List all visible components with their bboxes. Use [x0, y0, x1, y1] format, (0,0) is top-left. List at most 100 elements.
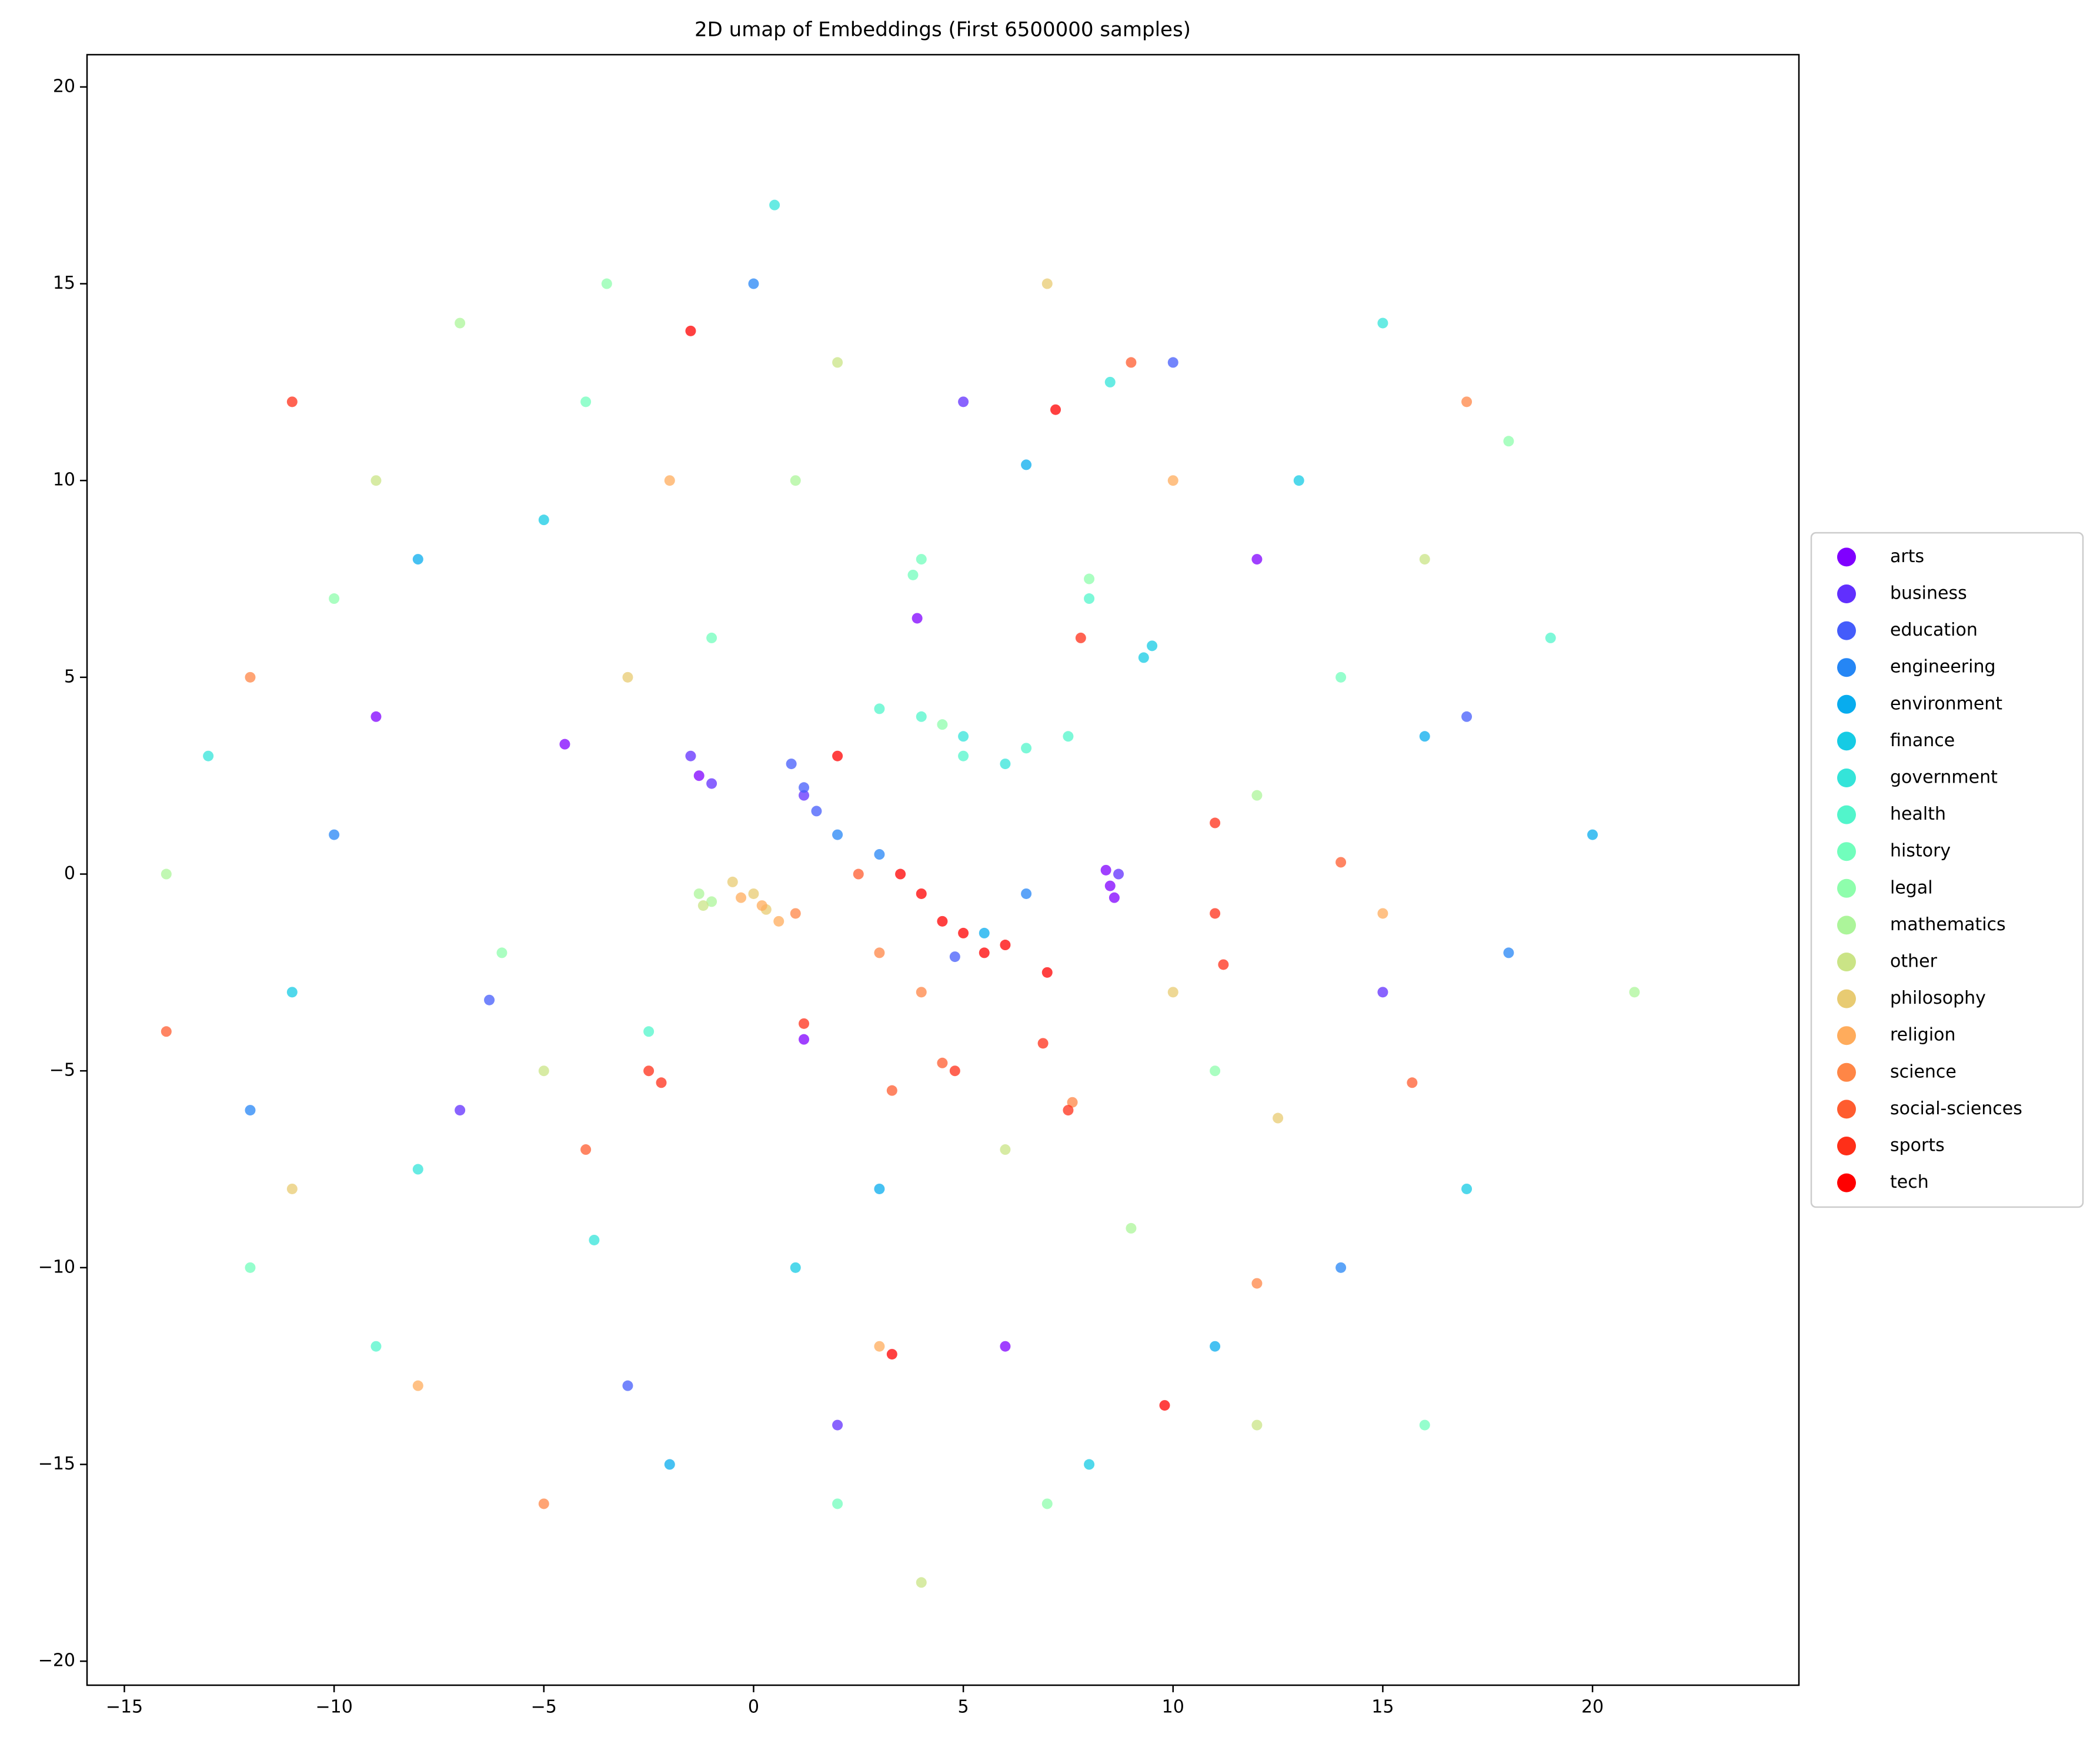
- point: [958, 396, 969, 407]
- point: [1037, 1038, 1049, 1049]
- legend-label: finance: [1890, 730, 1955, 751]
- x-tick-label: −10: [315, 1697, 352, 1718]
- point: [874, 1341, 885, 1352]
- point: [1167, 475, 1178, 486]
- point: [580, 1144, 592, 1155]
- point: [832, 829, 843, 840]
- chart-title: 2D umap of Embeddings (First 6500000 sam…: [695, 18, 1191, 42]
- point: [979, 947, 990, 958]
- legend-label: tech: [1890, 1172, 1929, 1192]
- point: [1021, 743, 1032, 754]
- legend-label: health: [1890, 804, 1946, 824]
- point: [580, 396, 592, 407]
- point: [916, 1577, 927, 1588]
- y-tick-label: 15: [53, 273, 75, 293]
- legend-label: environment: [1890, 693, 2002, 714]
- legend-marker: [1837, 658, 1856, 677]
- point: [1419, 554, 1430, 565]
- point: [799, 1018, 810, 1029]
- legend-marker: [1837, 989, 1856, 1008]
- point: [799, 790, 810, 801]
- point: [1461, 711, 1473, 722]
- point: [693, 770, 705, 781]
- point: [958, 731, 969, 742]
- point: [786, 759, 797, 770]
- point: [1113, 868, 1124, 880]
- point: [656, 1077, 667, 1088]
- x-tick-label: 20: [1581, 1697, 1604, 1718]
- point: [412, 1380, 423, 1391]
- point: [286, 987, 298, 998]
- point: [693, 888, 705, 899]
- point: [1041, 278, 1053, 289]
- point: [979, 927, 990, 938]
- point: [790, 908, 801, 919]
- legend-label: mathematics: [1890, 914, 2006, 935]
- point: [1021, 888, 1032, 899]
- point: [1167, 987, 1178, 998]
- legend-marker: [1837, 584, 1856, 603]
- point: [832, 357, 843, 368]
- point: [736, 892, 747, 903]
- y-tick-label: −20: [38, 1651, 75, 1671]
- point: [799, 1034, 810, 1045]
- point: [832, 750, 843, 761]
- point: [1067, 1097, 1078, 1108]
- point: [1138, 652, 1149, 663]
- point: [1251, 1419, 1263, 1431]
- point: [1251, 554, 1263, 565]
- point: [748, 888, 759, 899]
- point: [329, 829, 340, 840]
- y-tick-label: −10: [38, 1257, 75, 1277]
- point: [727, 876, 738, 887]
- point: [601, 278, 612, 289]
- legend-box: [1810, 532, 2084, 1208]
- point: [916, 554, 927, 565]
- point: [1377, 987, 1388, 998]
- point: [1063, 731, 1074, 742]
- point: [329, 593, 340, 604]
- point: [769, 199, 780, 211]
- point: [1336, 671, 1347, 683]
- point: [1419, 1419, 1430, 1431]
- legend-marker: [1837, 694, 1856, 714]
- point: [916, 711, 927, 722]
- point: [1084, 1459, 1095, 1470]
- point: [589, 1234, 600, 1245]
- point: [1000, 1144, 1011, 1155]
- point: [1461, 1183, 1473, 1194]
- y-tick-label: 5: [64, 666, 75, 687]
- y-tick-label: 0: [64, 863, 75, 884]
- point: [1336, 1262, 1347, 1273]
- legend-marker: [1837, 769, 1856, 787]
- point: [773, 916, 784, 927]
- legend-marker: [1837, 1026, 1856, 1045]
- point: [1021, 459, 1032, 470]
- point: [484, 994, 495, 1005]
- legend-label: legal: [1890, 877, 1933, 898]
- point: [886, 1349, 897, 1360]
- x-tick-label: −5: [531, 1697, 557, 1718]
- point: [1407, 1077, 1418, 1088]
- point: [664, 1459, 675, 1470]
- plot-points: [161, 199, 1640, 1588]
- point: [958, 750, 969, 761]
- point: [1218, 959, 1229, 970]
- point: [1251, 1278, 1263, 1289]
- point: [1050, 404, 1061, 415]
- point: [937, 719, 948, 730]
- point: [1126, 357, 1137, 368]
- point: [245, 1262, 256, 1273]
- point: [1293, 475, 1304, 486]
- point: [622, 671, 633, 683]
- point: [1126, 1222, 1137, 1234]
- point: [1104, 880, 1116, 891]
- point: [1000, 1341, 1011, 1352]
- legend: arts business education engineering environm…: [1810, 532, 2084, 1208]
- point: [1109, 892, 1120, 903]
- point: [286, 396, 298, 407]
- point: [1251, 790, 1263, 801]
- plot-frame: [86, 54, 1800, 1686]
- point: [286, 1183, 298, 1194]
